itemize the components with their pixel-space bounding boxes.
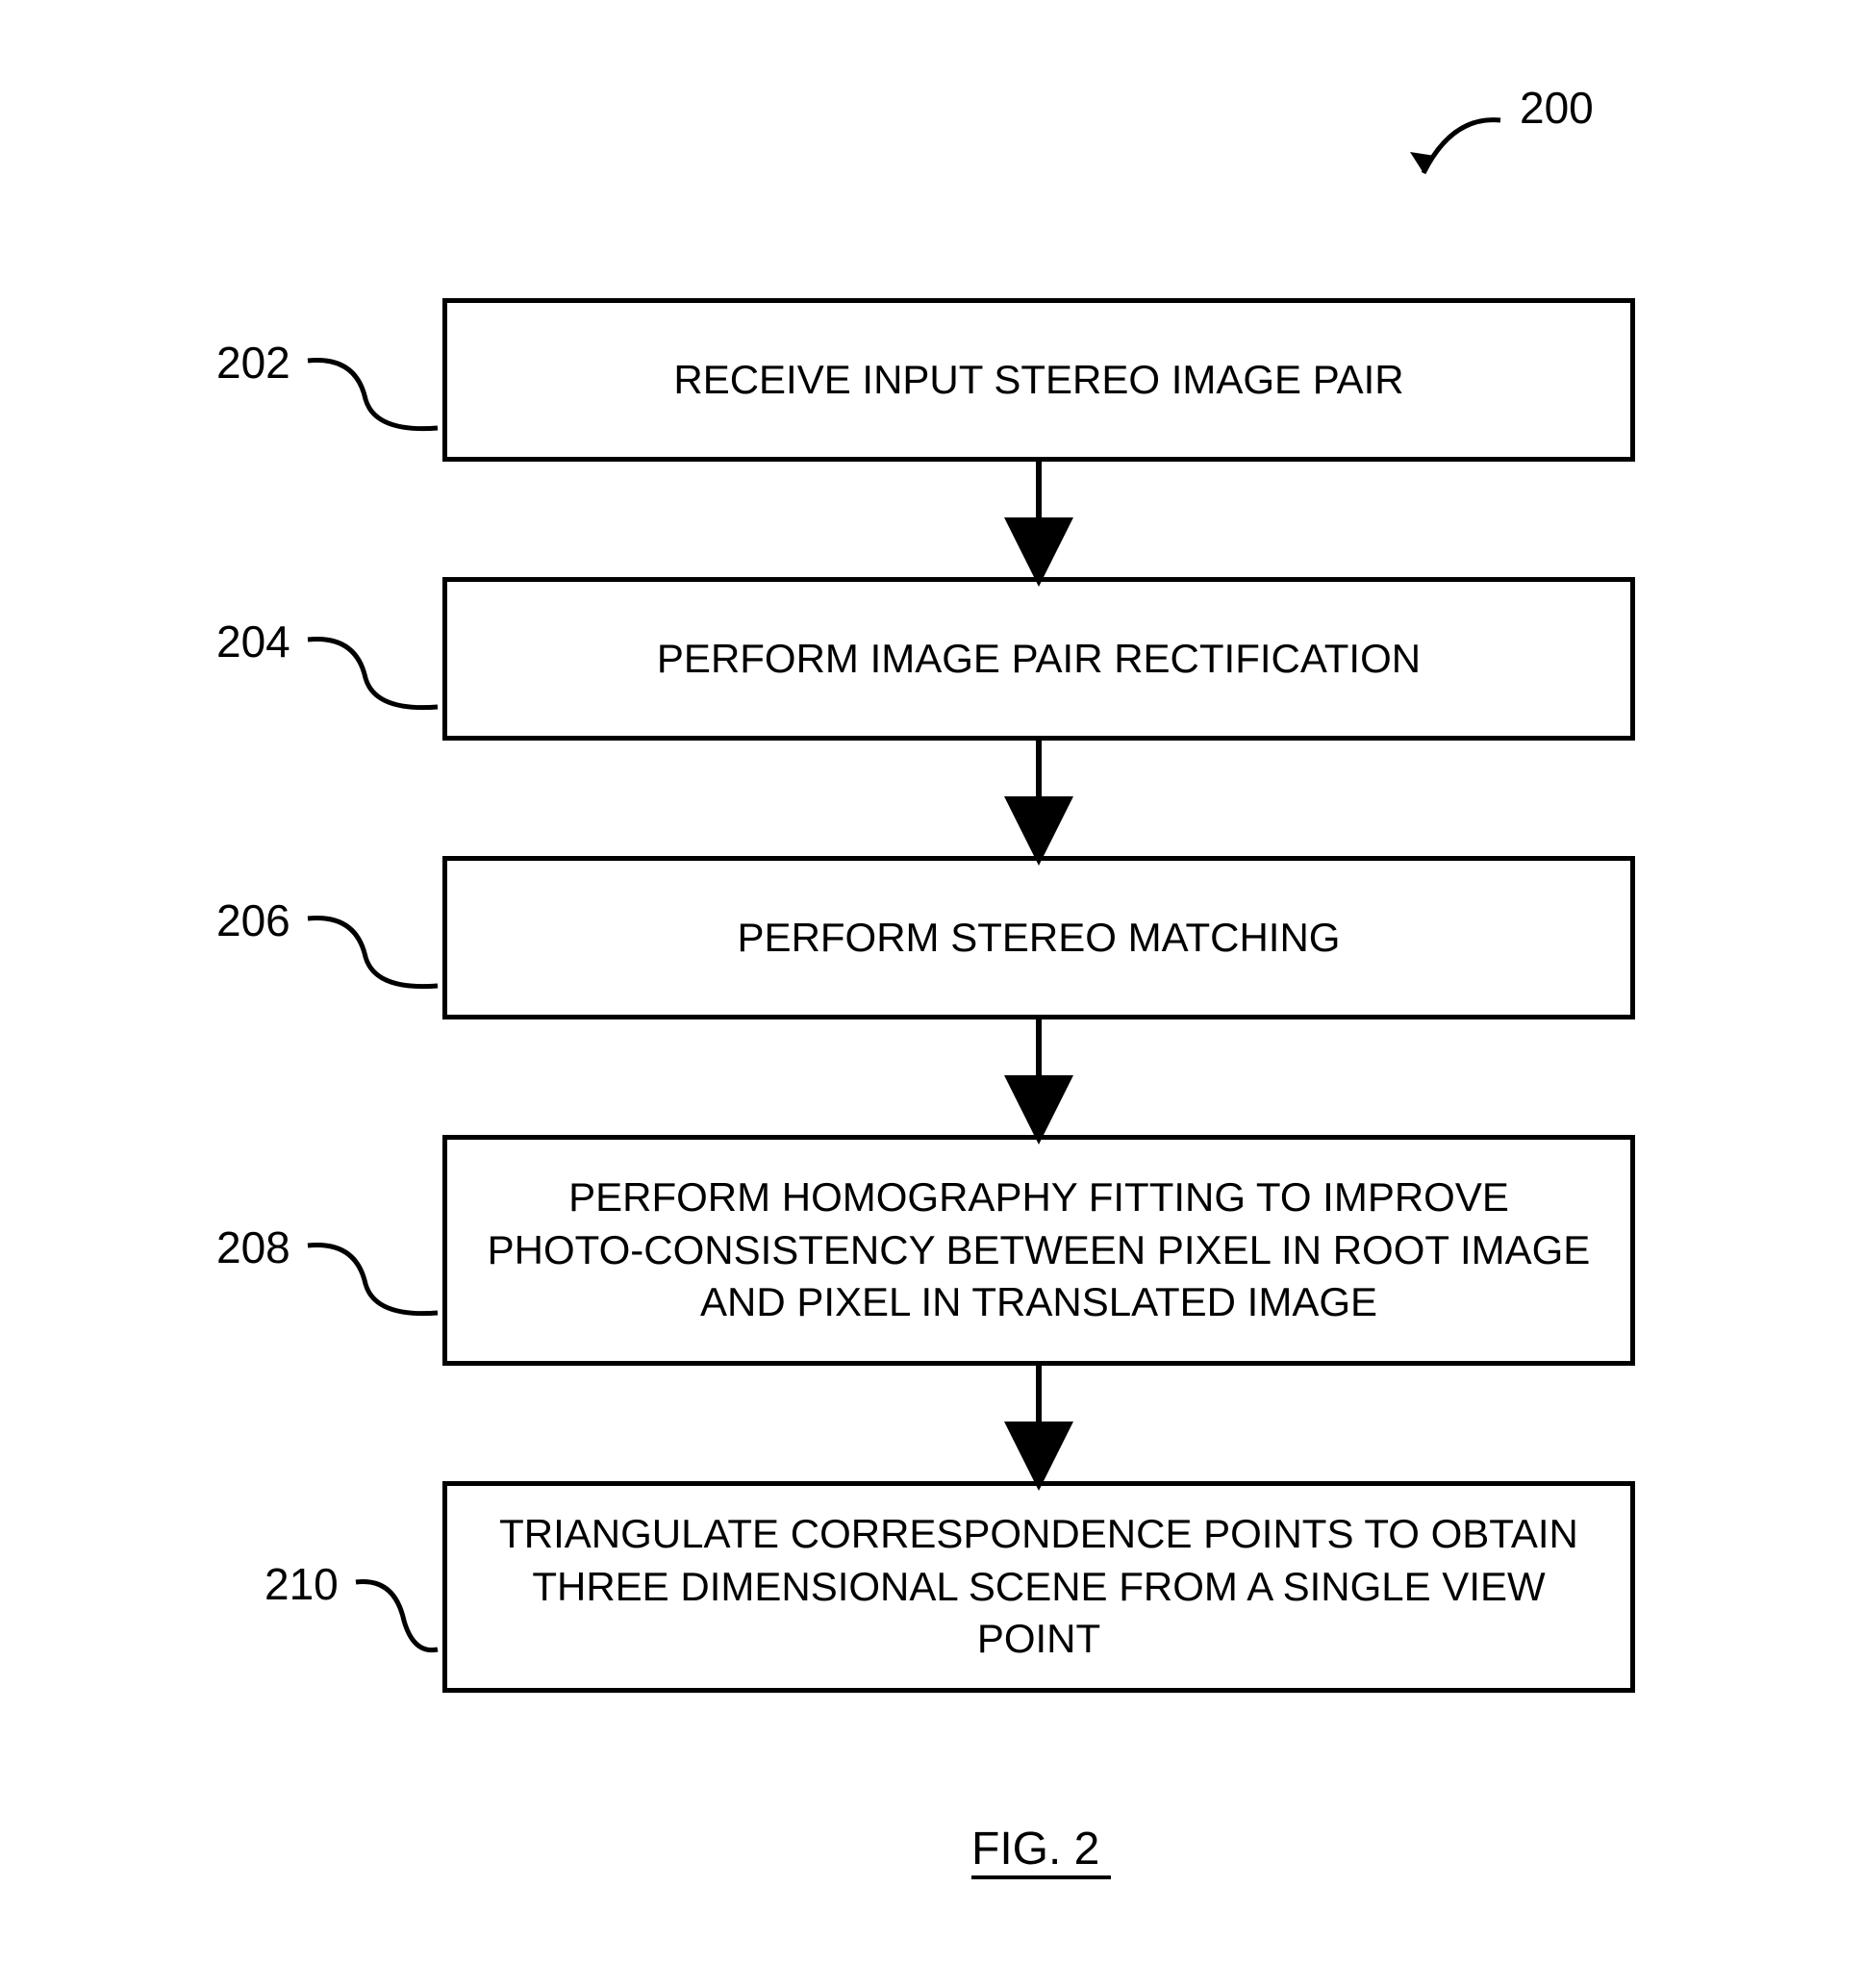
- step-box-204: PERFORM IMAGE PAIR RECTIFICATION: [442, 577, 1635, 741]
- flowchart-container: 200 RECEIVE INPUT STEREO IMAGE PAIR 202 …: [0, 0, 1864, 1988]
- step-box-208: PERFORM HOMOGRAPHY FITTING TO IMPROVE PH…: [442, 1135, 1635, 1366]
- step-text-206: PERFORM STEREO MATCHING: [738, 912, 1341, 965]
- step-label-206: 206: [216, 894, 290, 946]
- step-box-202: RECEIVE INPUT STEREO IMAGE PAIR: [442, 298, 1635, 462]
- step-box-210: TRIANGULATE CORRESPONDENCE POINTS TO OBT…: [442, 1481, 1635, 1693]
- step-text-208: PERFORM HOMOGRAPHY FITTING TO IMPROVE PH…: [486, 1171, 1592, 1329]
- step-label-210: 210: [264, 1558, 339, 1610]
- step-text-202: RECEIVE INPUT STEREO IMAGE PAIR: [673, 354, 1403, 407]
- step-text-204: PERFORM IMAGE PAIR RECTIFICATION: [657, 633, 1421, 686]
- diagram-ref-number: 200: [1520, 82, 1594, 134]
- figure-caption-underline: [971, 1875, 1111, 1879]
- step-label-202: 202: [216, 337, 290, 389]
- step-box-206: PERFORM STEREO MATCHING: [442, 856, 1635, 1019]
- figure-caption: FIG. 2: [971, 1823, 1099, 1875]
- step-text-210: TRIANGULATE CORRESPONDENCE POINTS TO OBT…: [486, 1508, 1592, 1666]
- step-label-208: 208: [216, 1221, 290, 1273]
- step-label-204: 204: [216, 616, 290, 667]
